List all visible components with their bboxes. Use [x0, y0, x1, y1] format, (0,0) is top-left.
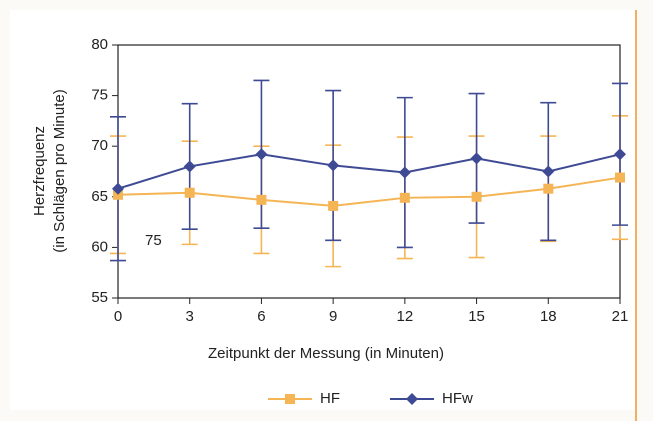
- y-tick-label: 60: [91, 238, 108, 255]
- x-tick-label: 9: [329, 308, 337, 325]
- x-tick-label: 21: [612, 308, 629, 325]
- y-tick-label: 75: [91, 87, 108, 104]
- point: [471, 191, 482, 202]
- y-tick-label: 70: [91, 137, 108, 154]
- series-line: [117, 153, 621, 190]
- point: [543, 183, 554, 194]
- x-tick-label: 0: [114, 308, 122, 325]
- y-tick-label: 55: [91, 289, 108, 306]
- y-tick-label: 80: [91, 36, 108, 53]
- point: [398, 166, 411, 179]
- point: [327, 159, 340, 172]
- x-tick-label: 15: [468, 308, 485, 325]
- series-line: [117, 176, 621, 207]
- x-tick-label: 3: [186, 308, 194, 325]
- point: [256, 194, 267, 205]
- y-axis-label: Herzfrequenz: [31, 126, 48, 216]
- y-axis-label: (in Schlägen pro Minute): [51, 89, 68, 252]
- x-axis-label: Zeitpunkt der Messung (in Minuten): [208, 345, 444, 362]
- legend-marker: [285, 394, 295, 404]
- legend-label: HF: [320, 390, 340, 407]
- point: [112, 182, 124, 195]
- point: [255, 148, 268, 161]
- point: [399, 192, 410, 203]
- point: [542, 165, 555, 178]
- point: [113, 189, 123, 200]
- x-tick-label: 18: [540, 308, 557, 325]
- point: [615, 172, 625, 183]
- x-tick-label: 12: [397, 308, 414, 325]
- point: [470, 152, 483, 165]
- point: [614, 148, 626, 161]
- point: [184, 187, 195, 198]
- legend-label: HFw: [442, 390, 473, 407]
- panel: [10, 10, 636, 410]
- x-tick-label: 6: [257, 308, 265, 325]
- point: [328, 200, 339, 211]
- annotation: 75: [145, 232, 162, 249]
- point: [183, 160, 196, 173]
- y-tick-label: 65: [91, 188, 108, 205]
- legend-marker: [406, 393, 418, 405]
